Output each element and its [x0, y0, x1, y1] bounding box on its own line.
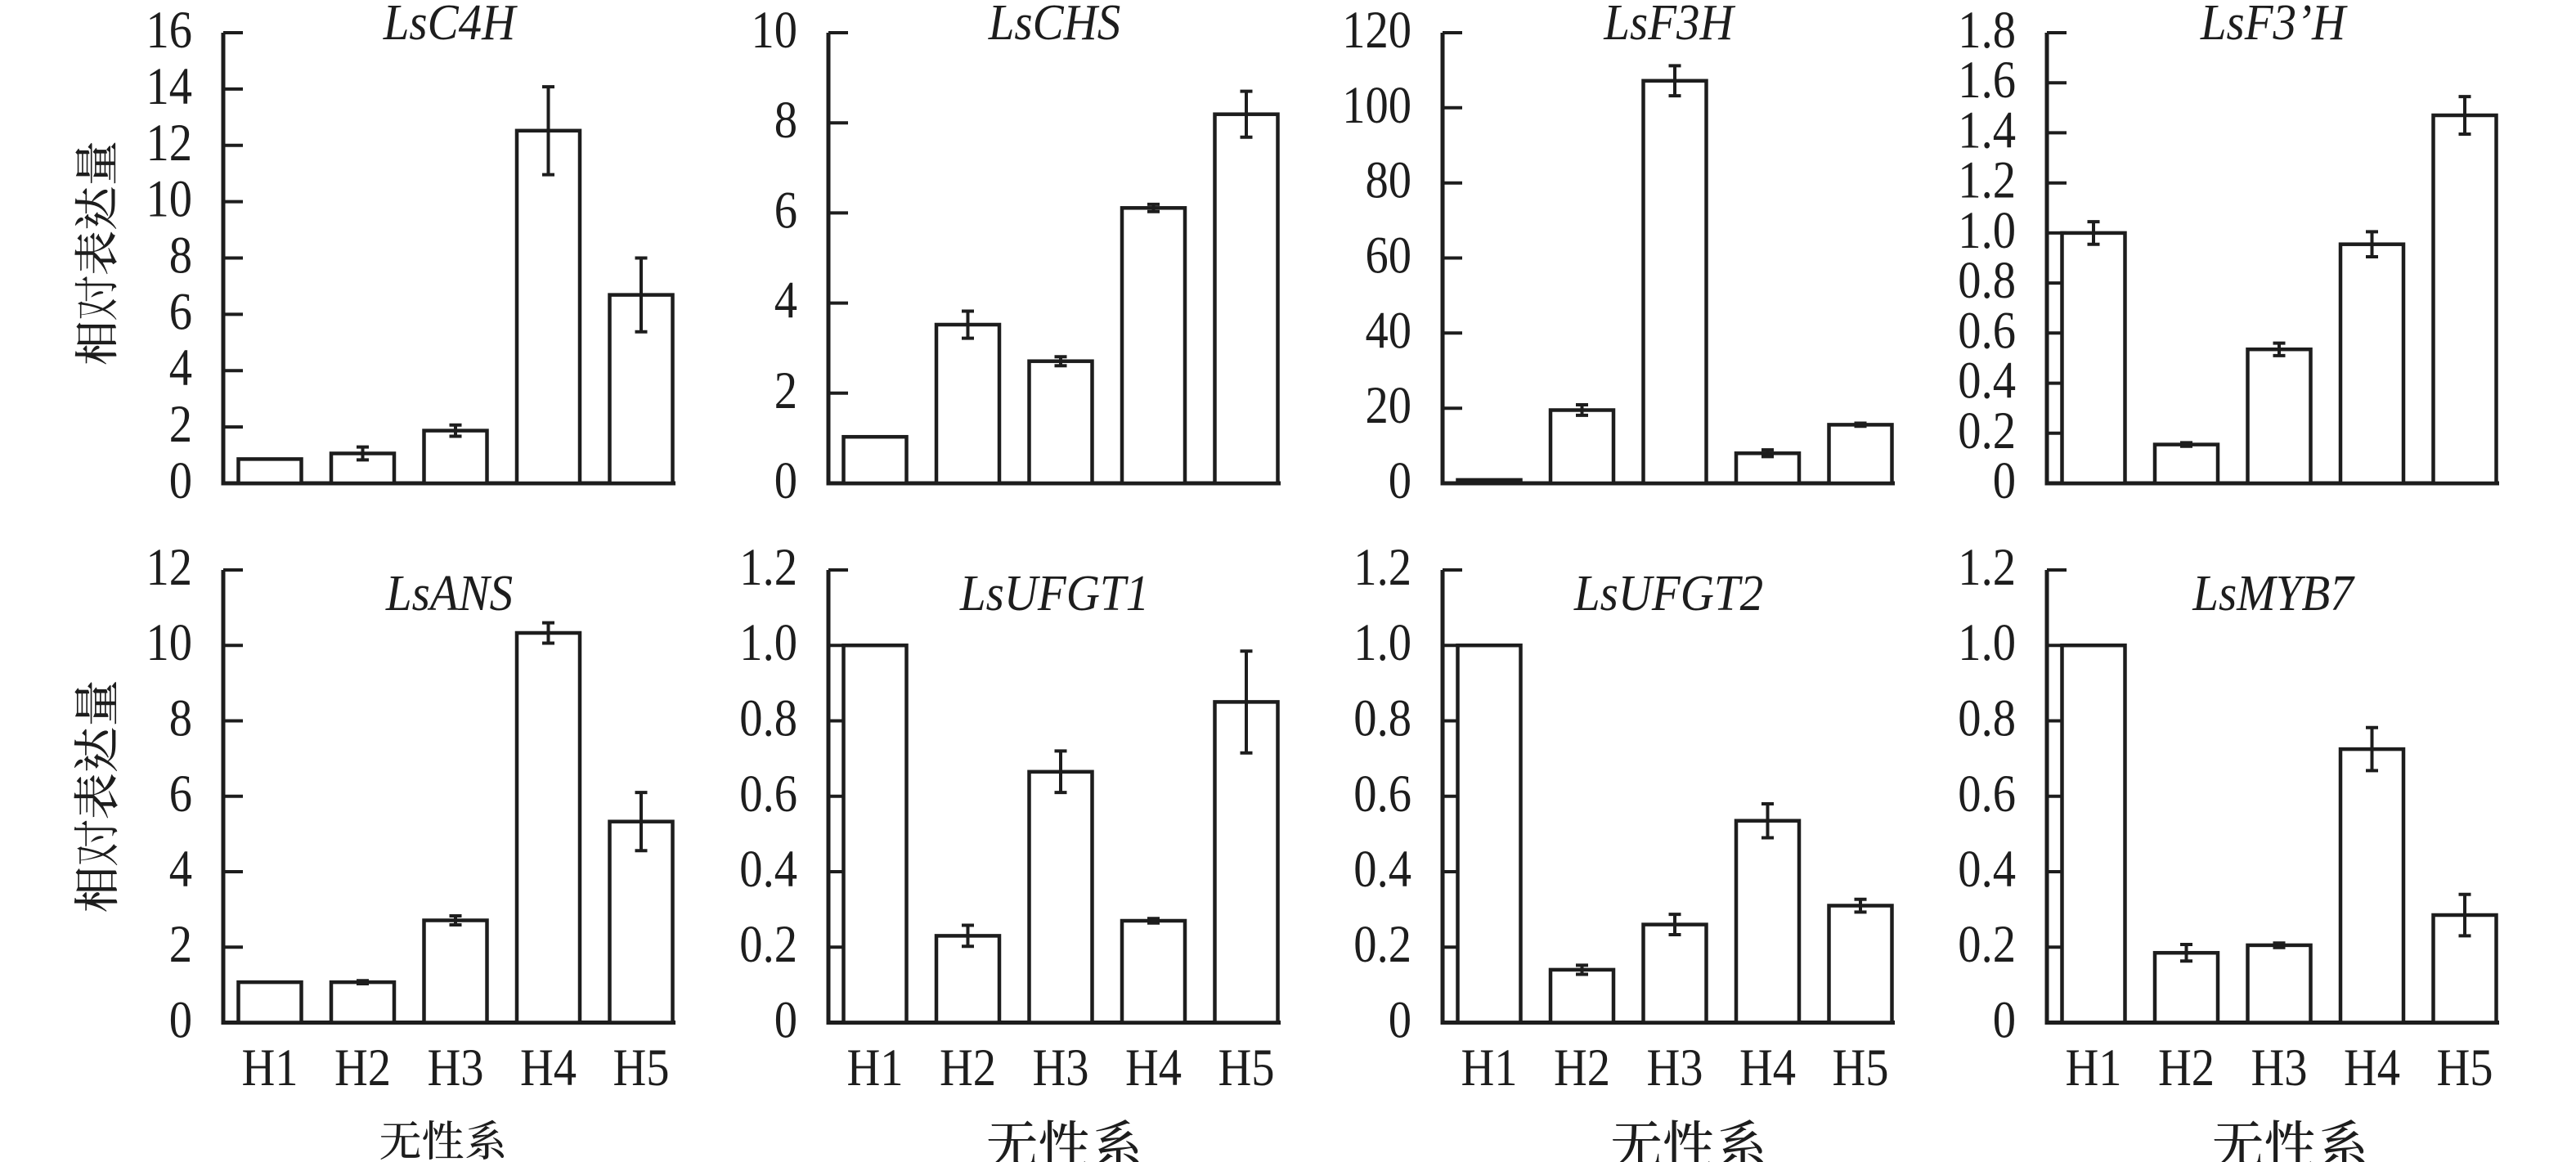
svg-text:6: 6: [774, 181, 797, 240]
svg-text:2: 2: [169, 915, 192, 974]
svg-text:H2: H2: [1554, 1039, 1610, 1097]
svg-text:4: 4: [169, 339, 192, 397]
svg-text:100: 100: [1342, 76, 1411, 135]
svg-text:0.6: 0.6: [1958, 765, 2016, 823]
svg-text:0.8: 0.8: [1958, 689, 2016, 748]
svg-text:0.6: 0.6: [1958, 301, 2016, 360]
svg-text:1.0: 1.0: [739, 613, 797, 672]
svg-text:120: 120: [1342, 1, 1411, 60]
svg-text:H1: H1: [846, 1039, 903, 1097]
svg-text:1.6: 1.6: [1958, 51, 2016, 110]
svg-text:H3: H3: [1032, 1039, 1088, 1097]
svg-text:0.6: 0.6: [739, 765, 797, 823]
svg-text:0: 0: [169, 991, 192, 1050]
svg-text:0.2: 0.2: [1958, 402, 2016, 460]
svg-text:LsC4H: LsC4H: [383, 0, 518, 51]
svg-text:H3: H3: [2251, 1039, 2307, 1097]
svg-text:H4: H4: [1739, 1039, 1796, 1097]
svg-text:H4: H4: [2344, 1039, 2400, 1097]
svg-text:0.8: 0.8: [739, 689, 797, 748]
svg-text:1.2: 1.2: [1958, 538, 2016, 597]
svg-text:H2: H2: [940, 1039, 996, 1097]
svg-text:1.2: 1.2: [739, 538, 797, 597]
svg-text:20: 20: [1366, 376, 1412, 435]
svg-text:80: 80: [1366, 151, 1412, 210]
svg-text:12: 12: [146, 114, 193, 173]
svg-text:0.4: 0.4: [1353, 840, 1411, 899]
svg-text:LsCHS: LsCHS: [988, 0, 1121, 51]
svg-text:40: 40: [1366, 301, 1412, 360]
svg-text:6: 6: [169, 282, 192, 341]
svg-text:LsF3H: LsF3H: [1603, 0, 1735, 51]
svg-text:1.2: 1.2: [1958, 151, 2016, 210]
svg-text:H5: H5: [2436, 1039, 2493, 1097]
svg-text:14: 14: [146, 57, 193, 116]
svg-text:0: 0: [774, 991, 797, 1050]
svg-text:LsANS: LsANS: [385, 566, 513, 621]
svg-text:1.0: 1.0: [1958, 201, 2016, 260]
svg-text:0: 0: [774, 451, 797, 510]
svg-text:1.4: 1.4: [1958, 101, 2016, 159]
svg-text:H3: H3: [1646, 1039, 1703, 1097]
svg-text:0.2: 0.2: [1353, 915, 1411, 974]
svg-text:0: 0: [1993, 991, 2016, 1050]
svg-text:0.4: 0.4: [739, 840, 797, 899]
svg-text:1.0: 1.0: [1353, 613, 1411, 672]
svg-text:12: 12: [146, 538, 193, 597]
svg-text:4: 4: [169, 840, 192, 899]
svg-text:0.8: 0.8: [1958, 251, 2016, 310]
svg-text:H1: H1: [2065, 1039, 2121, 1097]
svg-text:0.2: 0.2: [739, 915, 797, 974]
svg-text:H2: H2: [334, 1039, 391, 1097]
svg-text:0: 0: [1389, 451, 1411, 510]
svg-text:H2: H2: [2158, 1039, 2215, 1097]
svg-text:H5: H5: [613, 1039, 669, 1097]
svg-text:H1: H1: [1461, 1039, 1517, 1097]
svg-text:10: 10: [146, 170, 193, 229]
svg-text:0.4: 0.4: [1958, 840, 2016, 899]
svg-text:8: 8: [169, 227, 192, 285]
svg-text:LsF3’H: LsF3’H: [2200, 0, 2348, 51]
svg-text:2: 2: [169, 395, 192, 454]
svg-text:4: 4: [774, 271, 797, 330]
svg-text:0.2: 0.2: [1958, 915, 2016, 974]
svg-text:10: 10: [752, 1, 798, 60]
svg-text:H5: H5: [1832, 1039, 1888, 1097]
svg-text:8: 8: [774, 91, 797, 150]
svg-text:16: 16: [146, 1, 193, 60]
svg-text:1.0: 1.0: [1958, 613, 2016, 672]
svg-text:0: 0: [1389, 991, 1411, 1050]
svg-text:0: 0: [169, 451, 192, 510]
svg-text:60: 60: [1366, 227, 1412, 285]
svg-text:H5: H5: [1218, 1039, 1274, 1097]
svg-text:H1: H1: [241, 1039, 298, 1097]
svg-text:6: 6: [169, 765, 192, 823]
svg-text:H4: H4: [520, 1039, 577, 1097]
svg-text:1.2: 1.2: [1353, 538, 1411, 597]
svg-text:H3: H3: [427, 1039, 483, 1097]
svg-text:0: 0: [1993, 451, 2016, 510]
svg-text:2: 2: [774, 361, 797, 420]
svg-text:1.8: 1.8: [1958, 1, 2016, 60]
svg-text:H4: H4: [1125, 1039, 1182, 1097]
svg-text:LsUFGT1: LsUFGT1: [959, 566, 1149, 621]
svg-text:8: 8: [169, 689, 192, 748]
svg-text:0.4: 0.4: [1958, 352, 2016, 411]
svg-text:0.8: 0.8: [1353, 689, 1411, 748]
svg-text:LsMYB7: LsMYB7: [2192, 566, 2355, 621]
svg-text:0.6: 0.6: [1353, 765, 1411, 823]
svg-text:10: 10: [146, 613, 193, 672]
svg-text:LsUFGT2: LsUFGT2: [1573, 566, 1763, 621]
